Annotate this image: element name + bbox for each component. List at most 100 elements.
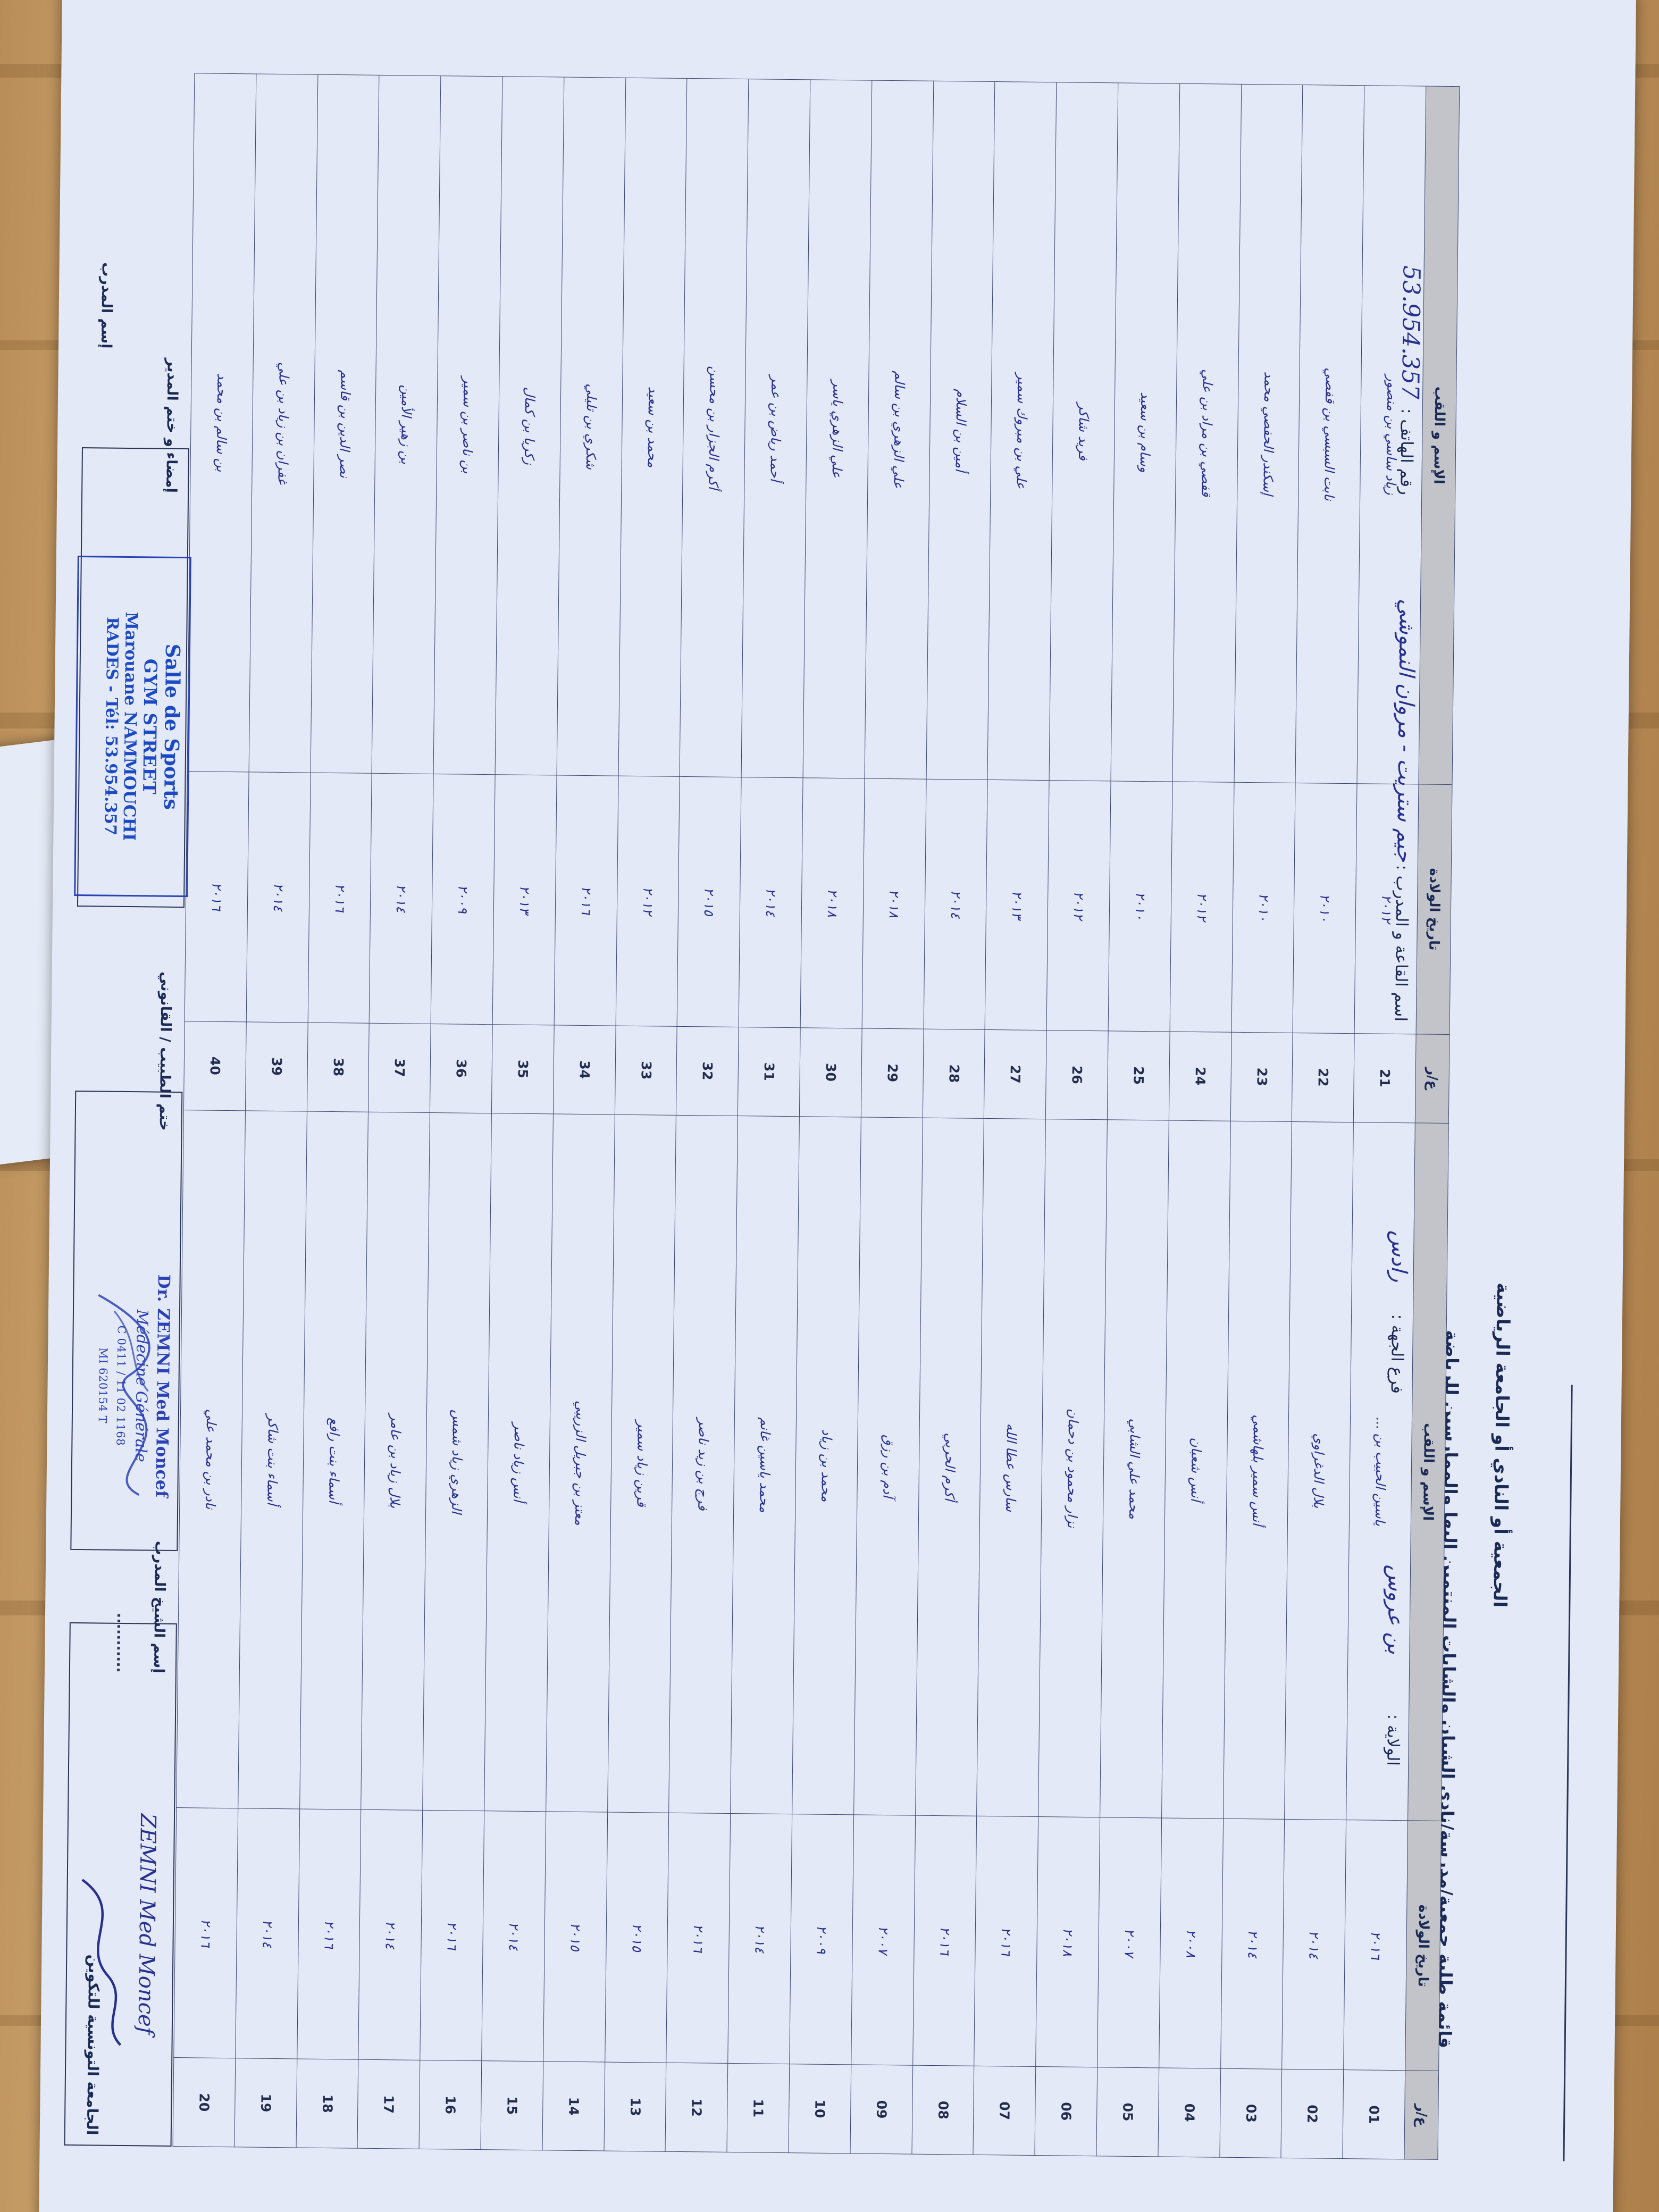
cell-year-left: ٢٠١٨ <box>861 778 926 1029</box>
cell-name-left: زكريا بن كمال <box>495 76 564 775</box>
club-stamp-line3: Marouane NAMMOUCHI <box>119 611 141 841</box>
cell-num-right: 18 <box>296 2059 359 2149</box>
doctor-stamp-code2: MI 620154 T <box>96 1347 110 1424</box>
table-body: 01 ٢٠١٦ ياسين الحبيب بن ... 21 ٢٠١٢ زياد ساسي… <box>173 73 1426 2159</box>
cell-num-right: 12 <box>665 2063 728 2152</box>
cell-num-left: 33 <box>615 1025 677 1115</box>
cell-name-left: محمد بن سعيد <box>618 78 688 777</box>
cell-year-right: ٢٠١٤ <box>235 1808 300 2059</box>
cell-name-left: بن سالم بن محمد <box>187 73 256 772</box>
doctor-stamp-name: Dr. ZEMNI Med Moncef <box>152 1274 173 1498</box>
cell-name-right: محمد علي الشابي <box>1100 1119 1169 1819</box>
cell-year-left: ٢٠١٨ <box>800 777 865 1028</box>
header-rule <box>1563 1385 1573 2161</box>
cell-name-left: أكرم الجزار بن محسن <box>680 78 749 777</box>
cell-name-right: أنس زياد ناصر <box>484 1113 554 1812</box>
label-coach-name: إسم الشيخ المدرب <box>150 1540 169 1673</box>
cell-year-left: ٢٠١٤ <box>739 777 803 1028</box>
col-header-num-left: ع/ر <box>1415 1034 1450 1124</box>
cell-num-left: 25 <box>1107 1030 1170 1120</box>
cell-num-right: 14 <box>542 2062 605 2151</box>
label-coach-name-2: إسم المدرب <box>97 262 115 349</box>
label-director-signature: إمضاء و ختم المدير <box>163 358 181 493</box>
cell-name-right: بلال زياد بن عامر <box>361 1111 430 1811</box>
cell-name-right: سارس عطا الله <box>977 1118 1046 1817</box>
cell-name-right: أسماء بنت رافع <box>299 1111 368 1810</box>
cell-name-right: أنس شعبان <box>1161 1120 1230 1819</box>
cell-year-right: ٢٠١٦ <box>1343 1820 1408 2071</box>
coach-handwritten-signature: ZEMNI Med Moncef <box>133 1813 161 2035</box>
cell-num-right: 20 <box>173 2057 236 2147</box>
cell-name-left: أمين بن السلام <box>926 81 995 780</box>
cell-year-right: ٢٠١٤ <box>1220 1819 1285 2069</box>
cell-year-right: ٢٠١٤ <box>481 1811 546 2062</box>
club-stamp-line2: GYM STREET <box>139 658 161 795</box>
cell-num-right: 04 <box>1158 2068 1221 2158</box>
cell-year-left: ٢٠١٢ <box>1354 783 1419 1034</box>
cell-year-left: ٢٠١٤ <box>923 779 988 1030</box>
association-heading: الجمعية أو النادي أو الجامعة الرياضية <box>1489 1283 1514 1608</box>
doctor-stamp-code1: C 0411 / 11 02 1168 <box>114 1325 128 1446</box>
cell-num-right: 06 <box>1035 2066 1097 2156</box>
members-table: ع/ر تاريخ الولادة الإسم و اللقب ع/ر تاري… <box>173 73 1460 2160</box>
cell-year-left: ٢٠١٤ <box>246 772 311 1023</box>
cell-num-left: 26 <box>1045 1030 1109 1120</box>
cell-name-right: آدم بن رزق <box>853 1117 923 1816</box>
cell-num-right: 09 <box>850 2065 913 2155</box>
cell-num-right: 16 <box>419 2060 482 2150</box>
cell-year-left: ٢٠١٢ <box>1046 780 1111 1031</box>
cell-num-left: 22 <box>1292 1033 1355 1122</box>
cell-year-right: ٢٠١٦ <box>974 1816 1038 2067</box>
cell-name-left: علي الزهري ياسر <box>803 79 872 778</box>
cell-num-right: 19 <box>234 2058 297 2148</box>
cell-year-right: ٢٠١٦ <box>173 1807 238 2059</box>
cell-num-left: 36 <box>430 1024 493 1113</box>
cell-num-left: 24 <box>1169 1031 1231 1121</box>
cell-num-left: 32 <box>676 1026 739 1116</box>
cell-year-right: ٢٠٠٩ <box>789 1814 854 2065</box>
cell-num-right: 10 <box>789 2064 851 2154</box>
cell-name-right: نادر بن محمد علي <box>176 1110 246 1809</box>
cell-num-left: 34 <box>553 1025 616 1115</box>
cell-num-right: 02 <box>1281 2069 1344 2159</box>
cell-num-right: 05 <box>1096 2067 1159 2157</box>
cell-name-left: إسكندر الحفصي محمد <box>1234 84 1303 783</box>
doctor-stamp: Dr. ZEMNI Med Moncef Médecine Générale C… <box>77 1260 173 1511</box>
cell-name-left: زياد ساسي بن منصور <box>1357 85 1426 784</box>
dots-coach-name: ........... <box>113 1612 131 1673</box>
cell-num-left: 21 <box>1353 1033 1417 1123</box>
cell-year-right: ٢٠١٨ <box>1035 1816 1100 2068</box>
cell-num-left: 28 <box>923 1029 985 1118</box>
cell-name-left: علي بن مبروك سمير <box>987 81 1057 781</box>
cell-name-left: نابت السبسي بن قفصي <box>1295 85 1364 784</box>
col-header-num-right: ع/ر <box>1404 2071 1439 2160</box>
cell-num-left: 31 <box>738 1027 801 1117</box>
club-stamp-line4: RADES - Tél: 53.954.357 <box>100 617 122 836</box>
cell-year-right: ٢٠١٦ <box>912 1815 977 2066</box>
cell-year-left: ٢٠١٤ <box>369 773 434 1024</box>
col-header-year-left: تاريخ الولادة <box>1416 784 1452 1035</box>
cell-name-left: بن ناصر بن سمير <box>433 76 502 775</box>
club-stamp-line1: Salle de Sports <box>159 643 185 810</box>
document-sheet: الجمعية أو النادي أو الجامعة الرياضية قا… <box>38 0 1637 2212</box>
doctor-stamp-spec: Médecine Générale <box>132 1309 152 1462</box>
cell-name-right: محمد ياسين غانم <box>730 1116 800 1814</box>
cell-year-left: ٢٠١٠ <box>1231 782 1296 1033</box>
cell-num-left: 37 <box>368 1023 431 1112</box>
cell-num-left: 35 <box>491 1024 555 1114</box>
cell-name-left: نصر الدين بن قاسم <box>310 74 380 774</box>
label-doctor-stamp: ختم الطبيب / القانوني <box>156 971 174 1131</box>
cell-num-right: 15 <box>481 2060 543 2150</box>
cell-name-right: أنس سمير بلهاشمي <box>1223 1120 1292 1820</box>
cell-year-left: ٢٠١٥ <box>677 776 742 1027</box>
cell-name-right: بلال الدغراوي <box>1285 1121 1354 1820</box>
cell-year-left: ٢٠١٣ <box>492 774 557 1025</box>
cell-year-right: ٢٠١٦ <box>420 1810 484 2061</box>
cell-name-right: فرج بن زيد ناصر <box>669 1115 738 1814</box>
cell-name-left: وسام بن سعيد <box>1111 82 1180 782</box>
cell-year-right: ٢٠١٦ <box>297 1809 362 2060</box>
cell-name-left: قفصي بن مراد بن علي <box>1172 83 1242 783</box>
cell-year-right: ٢٠٠٧ <box>1097 1817 1162 2068</box>
cell-name-left: غفران بن زياد بن علي <box>248 73 318 773</box>
